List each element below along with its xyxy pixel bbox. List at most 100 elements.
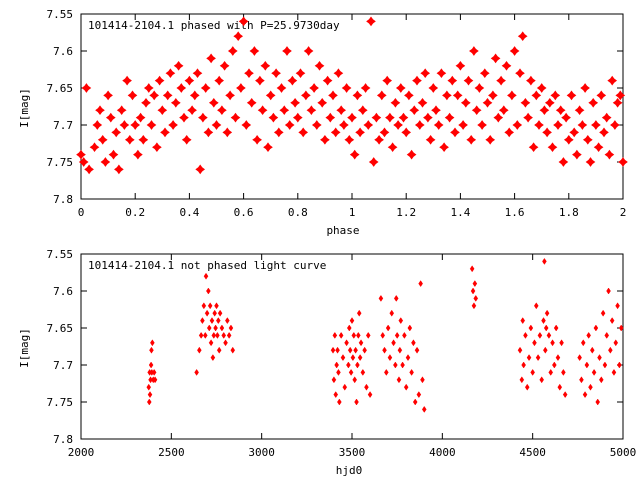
data-point [450, 127, 460, 138]
data-point [238, 16, 249, 27]
data-point [208, 339, 214, 347]
data-point [150, 339, 155, 347]
data-point [95, 105, 105, 116]
data-point [210, 354, 216, 362]
data-point [442, 90, 452, 101]
phased-xlabel: phase [326, 224, 359, 237]
data-point [195, 164, 206, 175]
data-point [130, 120, 141, 130]
data-point [279, 105, 290, 116]
data-point [146, 398, 152, 406]
data-point [402, 331, 407, 339]
data-point [504, 127, 515, 138]
data-point [194, 368, 199, 376]
data-point [482, 97, 493, 108]
data-point [550, 339, 555, 347]
data-point [533, 302, 539, 310]
data-point [214, 75, 225, 86]
data-point [394, 331, 400, 339]
data-point [276, 83, 287, 93]
data-point [255, 75, 265, 86]
unphased-ytick-label: 7.75 [47, 396, 74, 409]
data-point [425, 134, 436, 145]
data-point [217, 309, 223, 317]
data-point [152, 376, 158, 384]
data-point [618, 324, 624, 332]
data-point [490, 53, 501, 64]
data-point [152, 142, 162, 153]
data-point [271, 68, 281, 79]
phased-xtick-label: 0.2 [125, 206, 145, 219]
data-point [400, 361, 405, 369]
data-point [352, 376, 358, 384]
data-point [404, 90, 414, 101]
data-point [521, 361, 526, 369]
data-point [202, 331, 208, 339]
data-point [105, 112, 116, 123]
data-point [519, 376, 525, 384]
data-point [332, 331, 338, 339]
data-point [520, 97, 531, 108]
data-point [385, 112, 395, 123]
data-point [595, 398, 601, 406]
data-point [528, 142, 539, 153]
unphased-ytick-label: 7.55 [47, 248, 74, 261]
data-point [198, 112, 208, 123]
data-point [265, 90, 276, 101]
data-point [543, 346, 548, 354]
data-point [396, 376, 402, 384]
data-point [222, 127, 233, 138]
data-point [466, 134, 477, 145]
data-point [609, 317, 615, 325]
data-point [303, 46, 314, 56]
data-point [600, 309, 606, 317]
data-point [436, 68, 447, 79]
data-point [384, 368, 389, 376]
data-point [599, 376, 604, 384]
data-point [411, 339, 416, 347]
data-point [517, 346, 523, 354]
data-point [170, 97, 181, 108]
data-point [607, 75, 618, 86]
data-point [376, 90, 387, 101]
unphased-axes: 2000 2500 3000 3500 4000 4500 5000 7.55 7.6 7.65 7… [47, 248, 637, 459]
data-point [322, 75, 333, 86]
data-point [287, 75, 298, 86]
data-point [477, 120, 487, 130]
data-point [517, 31, 528, 42]
data-point [520, 317, 526, 325]
data-point [412, 75, 422, 86]
data-point [197, 346, 202, 354]
data-point [298, 127, 309, 138]
data-point [553, 120, 563, 130]
data-point [472, 280, 478, 288]
unphased-xtick-label: 2000 [68, 446, 95, 459]
data-point [176, 83, 187, 93]
data-point [206, 287, 211, 295]
data-point [534, 120, 544, 130]
unphased-ytick-label: 7.65 [47, 322, 74, 335]
data-point [223, 339, 228, 347]
unphased-xtick-label: 4500 [519, 446, 546, 459]
data-point [512, 120, 523, 130]
phased-xtick-label: 1.4 [450, 206, 470, 219]
phased-xtick-label: 1.6 [505, 206, 525, 219]
data-point [423, 112, 433, 123]
data-point [364, 383, 369, 391]
data-point [151, 368, 157, 376]
phased-markers [76, 16, 628, 175]
data-point [317, 97, 328, 108]
data-point [577, 354, 582, 362]
data-point [558, 157, 569, 167]
data-point [116, 105, 127, 116]
data-point [133, 149, 143, 160]
data-point [357, 105, 368, 116]
data-point [537, 331, 543, 339]
data-point [555, 354, 561, 362]
data-point [367, 391, 373, 399]
data-point [536, 83, 547, 93]
data-point [97, 134, 108, 145]
data-point [409, 105, 420, 116]
data-point [559, 339, 564, 347]
data-point [311, 120, 322, 130]
